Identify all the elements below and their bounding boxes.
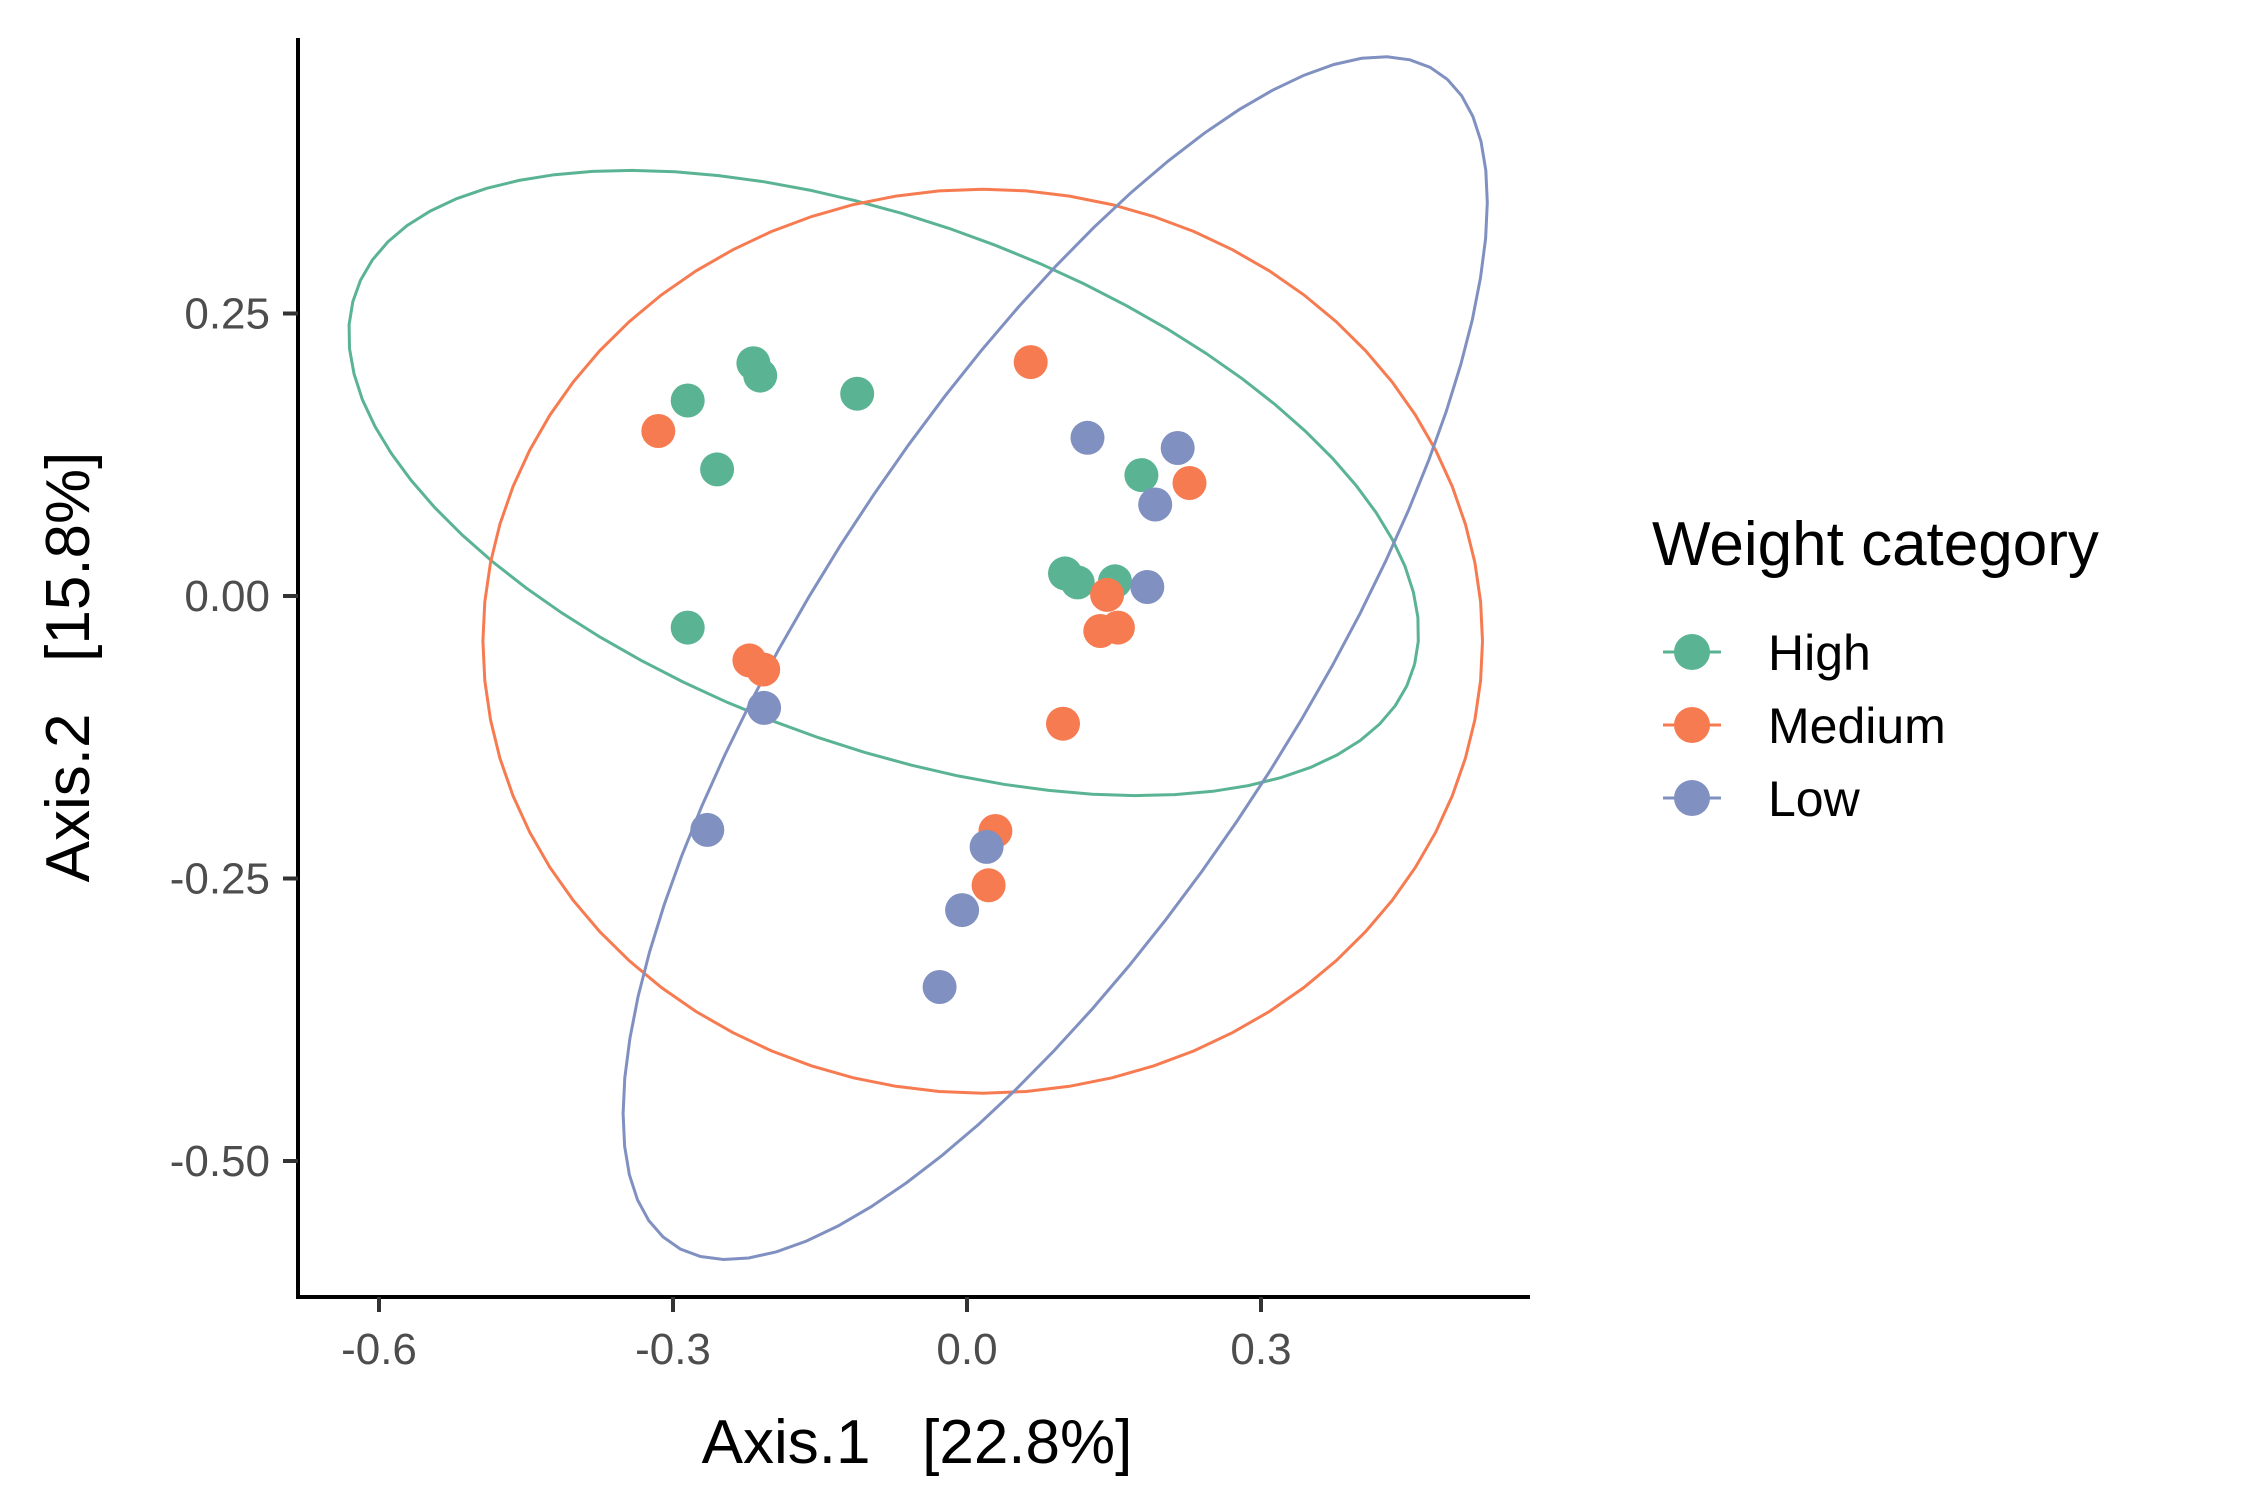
point-low bbox=[1138, 487, 1173, 522]
ellipse-low bbox=[621, 55, 1489, 1262]
point-low bbox=[922, 970, 957, 1004]
legend-label-high: High bbox=[1768, 625, 1871, 681]
point-low bbox=[747, 690, 782, 725]
point-low bbox=[1160, 431, 1195, 465]
point-medium bbox=[1100, 610, 1135, 645]
point-high bbox=[1060, 565, 1095, 600]
x-tick-label: -0.3 bbox=[635, 1325, 711, 1374]
point-medium bbox=[1172, 466, 1207, 500]
point-low bbox=[969, 829, 1004, 864]
point-medium bbox=[641, 414, 676, 448]
legend: Weight category High Medium Low bbox=[1652, 510, 2099, 827]
ellipse-high bbox=[347, 168, 1420, 798]
legend-title: Weight category bbox=[1652, 510, 2099, 579]
point-high bbox=[700, 452, 735, 487]
point-low bbox=[690, 812, 725, 847]
point-high bbox=[743, 358, 778, 393]
point-high bbox=[670, 383, 705, 418]
point-high bbox=[1124, 458, 1159, 493]
point-medium bbox=[1046, 706, 1080, 741]
y-tick-label: -0.25 bbox=[170, 855, 270, 904]
legend-key-medium bbox=[1674, 707, 1710, 743]
point-low bbox=[1070, 420, 1105, 455]
point-medium bbox=[1013, 345, 1048, 380]
point-low bbox=[945, 893, 980, 928]
y-axis-ticks: 0.25 0.00 -0.25 -0.50 bbox=[170, 290, 298, 1186]
point-low bbox=[1130, 570, 1165, 604]
x-tick-label: -0.6 bbox=[341, 1325, 417, 1374]
point-high bbox=[840, 376, 875, 411]
x-tick-label: 0.0 bbox=[936, 1325, 997, 1374]
legend-label-low: Low bbox=[1768, 771, 1861, 827]
ellipse-medium bbox=[481, 187, 1484, 1095]
y-axis-title: Axis.2 [15.8%] bbox=[34, 452, 103, 883]
x-axis-title: Axis.1 [22.8%] bbox=[702, 1408, 1133, 1477]
y-tick-label: -0.50 bbox=[170, 1137, 270, 1186]
legend-key-low bbox=[1674, 780, 1710, 816]
confidence-ellipses bbox=[347, 55, 1489, 1262]
point-high bbox=[670, 610, 705, 645]
y-tick-label: 0.00 bbox=[184, 572, 270, 621]
y-tick-label: 0.25 bbox=[184, 290, 270, 339]
legend-label-medium: Medium bbox=[1768, 698, 1946, 754]
point-medium bbox=[971, 868, 1006, 903]
point-medium bbox=[1090, 577, 1125, 612]
x-axis-ticks: -0.6 -0.3 0.0 0.3 bbox=[341, 1297, 1292, 1374]
x-tick-label: 0.3 bbox=[1230, 1325, 1291, 1374]
data-points bbox=[641, 345, 1207, 1004]
legend-items: High Medium Low bbox=[1663, 625, 1946, 827]
point-medium bbox=[746, 652, 781, 687]
legend-key-high bbox=[1674, 634, 1710, 670]
